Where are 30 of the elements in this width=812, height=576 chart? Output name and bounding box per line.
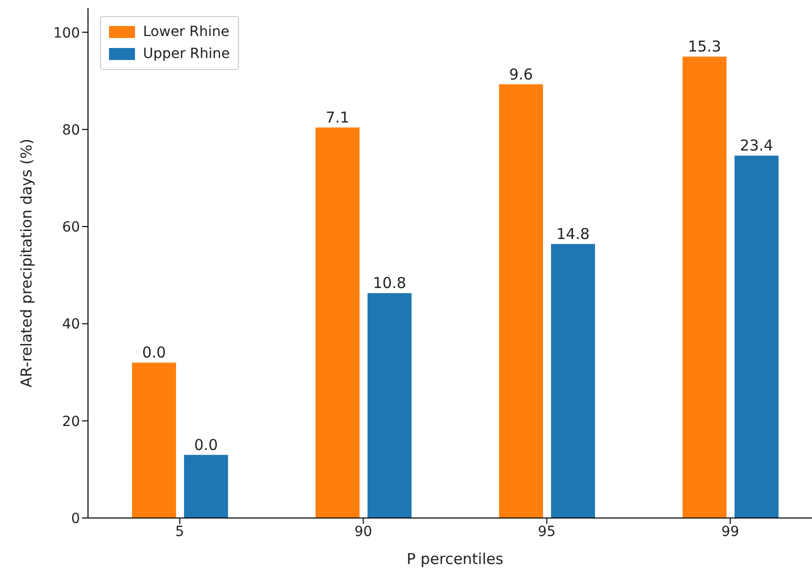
bar [499,84,544,518]
bar [551,244,596,518]
y-tick-label: 100 [53,25,80,42]
annotation: 23.4 [740,136,774,155]
x-tick-label: 95 [538,524,556,540]
annotation: 0.0 [142,344,166,362]
bar [682,56,727,518]
y-tick-label: 20 [62,414,80,430]
y-tick-label: 60 [62,220,80,236]
annotation: 7.1 [326,108,350,126]
annotation: 10.8 [372,274,406,292]
x-axis-title: P percentiles [406,550,504,568]
annotation: 9.6 [509,65,533,84]
x-tick-label: 99 [721,524,740,540]
bar [316,127,360,518]
annotation: 15.3 [688,38,722,56]
x-tick-label: 5 [175,524,184,540]
legend-label: Upper Rhine [143,45,230,64]
annotation: 0.0 [194,436,218,454]
annotation: 14.8 [556,225,590,244]
bar [132,362,176,518]
bar [184,454,228,518]
y-axis-title: AR-related precipitation days (%) [17,138,36,388]
y-tick-label: 80 [62,122,80,138]
y-tick-label: 0 [71,510,80,527]
x-tick-label: 90 [354,524,372,540]
bar [734,156,779,518]
bar [368,293,412,518]
y-tick-label: 40 [62,316,80,333]
legend-label: Lower Rhine [143,23,230,42]
